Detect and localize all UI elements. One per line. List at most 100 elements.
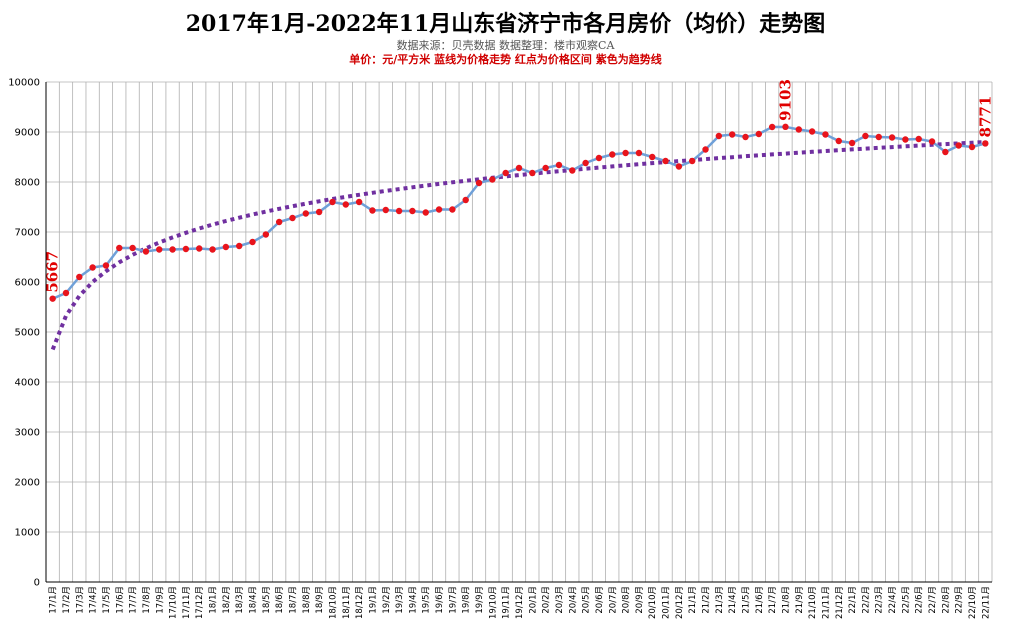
x-tick-label: 18/12月 [355,586,365,619]
data-point [262,231,270,238]
x-tick-label: 20/5月 [582,586,592,614]
x-tick-label: 19/6月 [435,586,445,614]
chart-subtitle: 数据来源：贝壳数据 数据整理：楼市观察CA [396,39,615,52]
data-point [235,242,243,250]
data-point [302,210,310,217]
data-point [609,151,616,158]
value-annotation: 8771 [976,96,994,138]
x-tick-label: 22/9月 [955,586,965,614]
data-point [888,134,896,141]
x-tick-label: 17/1月 [49,586,59,614]
data-point [982,140,989,147]
x-tick-label: 20/1月 [528,586,538,614]
data-point [542,164,549,172]
data-point [182,245,190,253]
x-tick-label: 17/9月 [155,586,165,614]
data-point [76,273,83,281]
x-tick-label: 21/5月 [742,586,752,614]
data-point [702,146,709,153]
annotation-group: 5667 9103 8771 [44,79,995,293]
x-tick-label: 21/2月 [702,586,712,614]
data-point [156,246,163,253]
value-annotation: 9103 [776,79,794,121]
data-point [435,206,443,213]
x-tick-label: 19/4月 [408,586,418,614]
x-tick-label: 19/11月 [502,586,512,619]
data-point [89,264,96,271]
x-tick-label: 17/10月 [169,586,179,619]
x-tick-label: 17/2月 [62,586,72,614]
data-point [955,142,962,149]
trend-line-group [50,140,986,351]
data-point [515,164,523,172]
y-tick-label: 1000 [15,528,40,539]
x-tick-label: 19/2月 [382,586,392,614]
x-tick-label: 21/3月 [715,586,725,614]
data-point [622,149,629,157]
x-tick-label: 21/11月 [821,586,831,619]
x-axis: 17/1月 17/2月 17/3月 17/4月 17/5月 17/6月 17/7月 17/8月… [46,581,992,619]
x-tick-label: 20/4月 [568,586,578,614]
data-point [649,153,656,161]
data-point [728,131,736,138]
data-point [835,137,842,145]
x-tick-label: 19/3月 [395,586,405,614]
x-tick-label: 20/8月 [622,586,632,614]
x-tick-label: 18/8月 [302,586,312,614]
x-tick-label: 20/6月 [595,586,605,614]
y-tick-label: 2000 [15,478,40,489]
data-point [409,207,416,215]
y-tick-label: 4000 [15,378,40,389]
data-point [422,209,429,216]
data-point [62,289,70,297]
x-tick-label: 20/9月 [635,586,645,614]
data-point [342,201,349,208]
x-tick-label: 17/7月 [129,586,139,614]
x-tick-label: 21/4月 [728,586,738,614]
data-point [675,163,683,170]
data-point [116,244,123,252]
x-tick-label: 20/7月 [608,586,618,614]
data-point [289,214,296,222]
grid-lines [45,81,993,583]
x-tick-label: 21/6月 [755,586,765,614]
data-point [635,149,643,157]
x-tick-label: 17/4月 [89,586,99,614]
data-point [275,218,283,226]
x-tick-label: 22/6月 [915,586,925,614]
x-tick-label: 18/9月 [315,586,325,614]
x-tick-label: 20/2月 [542,586,552,614]
y-tick-label: 0 [34,578,40,589]
data-point [462,196,469,204]
data-point [862,132,869,140]
x-tick-label: 21/1月 [688,586,698,614]
trend-line [50,140,986,351]
data-point [475,179,483,187]
data-point [142,248,150,255]
x-tick-label: 18/11月 [342,586,352,619]
x-tick-label: 18/4月 [249,586,259,614]
x-tick-label: 22/11月 [981,586,991,619]
x-tick-label: 18/7月 [288,586,298,614]
data-point [942,148,949,156]
data-point [449,206,456,213]
data-point [249,238,256,246]
data-point [968,143,976,151]
data-point [595,154,603,162]
x-tick-label: 17/5月 [102,586,112,614]
data-point [928,138,936,145]
data-point [529,169,536,177]
data-point [795,126,803,133]
x-tick-label: 18/6月 [275,586,285,614]
x-tick-label: 17/3月 [75,586,85,614]
x-tick-label: 22/1月 [848,586,858,614]
x-tick-label: 19/1月 [368,586,378,614]
data-point [395,207,403,215]
x-tick-label: 21/7月 [768,586,778,614]
data-point [808,128,816,135]
data-point [355,198,363,206]
x-tick-label: 22/10月 [968,586,978,619]
x-tick-label: 17/6月 [115,586,125,614]
y-tick-label: 5000 [15,328,40,339]
